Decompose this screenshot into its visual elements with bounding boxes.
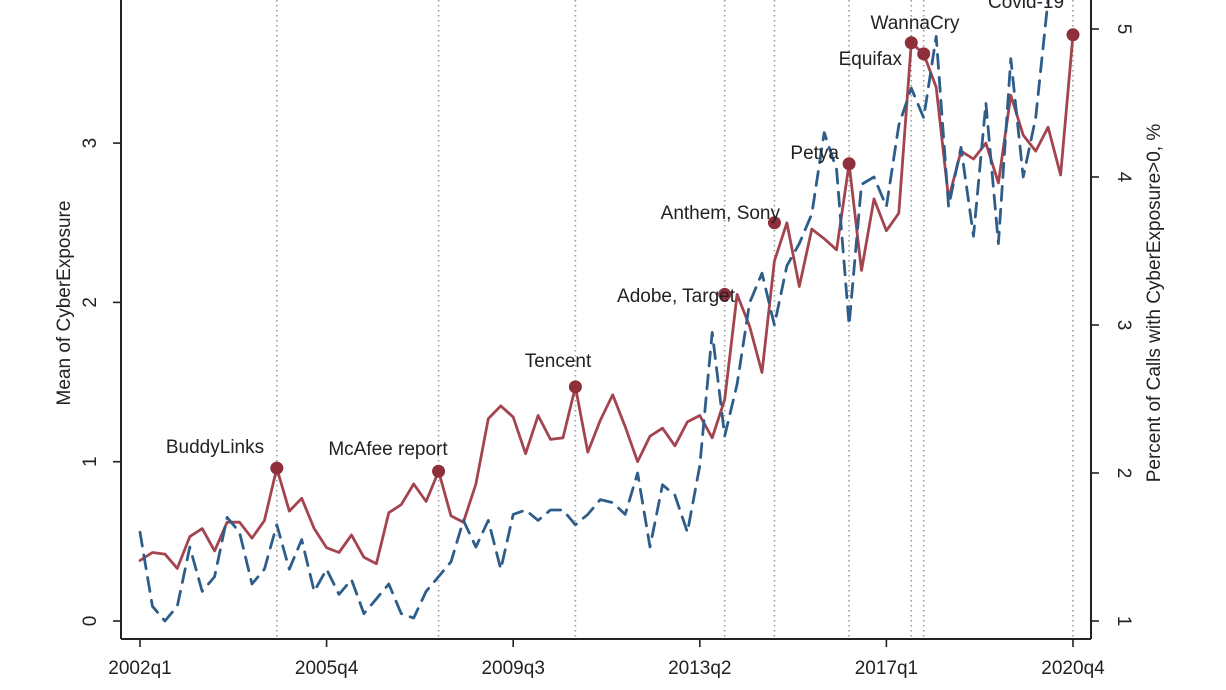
event-vlines	[276, 0, 1074, 639]
y-left-tick-label: 1	[80, 456, 101, 467]
event-point	[842, 157, 856, 171]
event-label: WannaCry	[870, 13, 960, 34]
y-left-tick-label: 0	[80, 616, 101, 627]
x-tick-label: 2002q1	[108, 658, 171, 679]
event-points	[270, 28, 1080, 478]
axes: 0 1 2 3 1 2 3 4 5 2002q1 2005q4 2009q3 2013q2 2017q1 2…	[80, 0, 1134, 679]
series-line-percent	[138, 0, 1050, 623]
event-label: Anthem, Sony	[661, 203, 781, 224]
series-line-mean	[138, 33, 1075, 570]
event-point	[767, 216, 781, 230]
x-tick-label: 2017q1	[855, 658, 918, 679]
x-tick-label: 2005q4	[295, 658, 359, 679]
event-point	[270, 461, 284, 475]
event-point	[568, 380, 582, 394]
x-tick-label: 2009q3	[481, 658, 544, 679]
event-label: Petya	[790, 143, 839, 164]
event-label: Tencent	[525, 351, 592, 372]
series-layer	[138, 0, 1075, 623]
y-left-tick-label: 2	[80, 297, 101, 308]
event-point	[1066, 28, 1080, 42]
event-label: Equifax	[839, 49, 903, 70]
event-label: McAfee report	[328, 439, 448, 460]
event-label: Covid-19	[988, 0, 1064, 13]
y-left-tick-label: 3	[80, 138, 101, 149]
event-label: BuddyLinks	[166, 437, 264, 458]
y-right-tick-label: 5	[1113, 24, 1134, 35]
y-right-tick-label: 2	[1113, 468, 1134, 479]
y-axis-right-title: Percent of Calls with CyberExposure>0, %	[1144, 124, 1165, 483]
event-labels: BuddyLinks McAfee report Tencent Adobe, Tar…	[166, 0, 1064, 460]
event-point	[432, 464, 446, 478]
x-tick-label: 2020q4	[1041, 658, 1105, 679]
y-axis-left-title: Mean of CyberExposure	[54, 201, 75, 406]
event-point	[718, 287, 732, 301]
y-right-tick-label: 1	[1113, 616, 1134, 627]
x-tick-label: 2013q2	[668, 658, 731, 679]
event-point	[904, 36, 918, 50]
event-point	[917, 47, 931, 61]
y-right-tick-label: 3	[1113, 320, 1134, 331]
y-right-tick-label: 4	[1113, 172, 1134, 183]
event-label: Adobe, Target	[617, 286, 736, 307]
